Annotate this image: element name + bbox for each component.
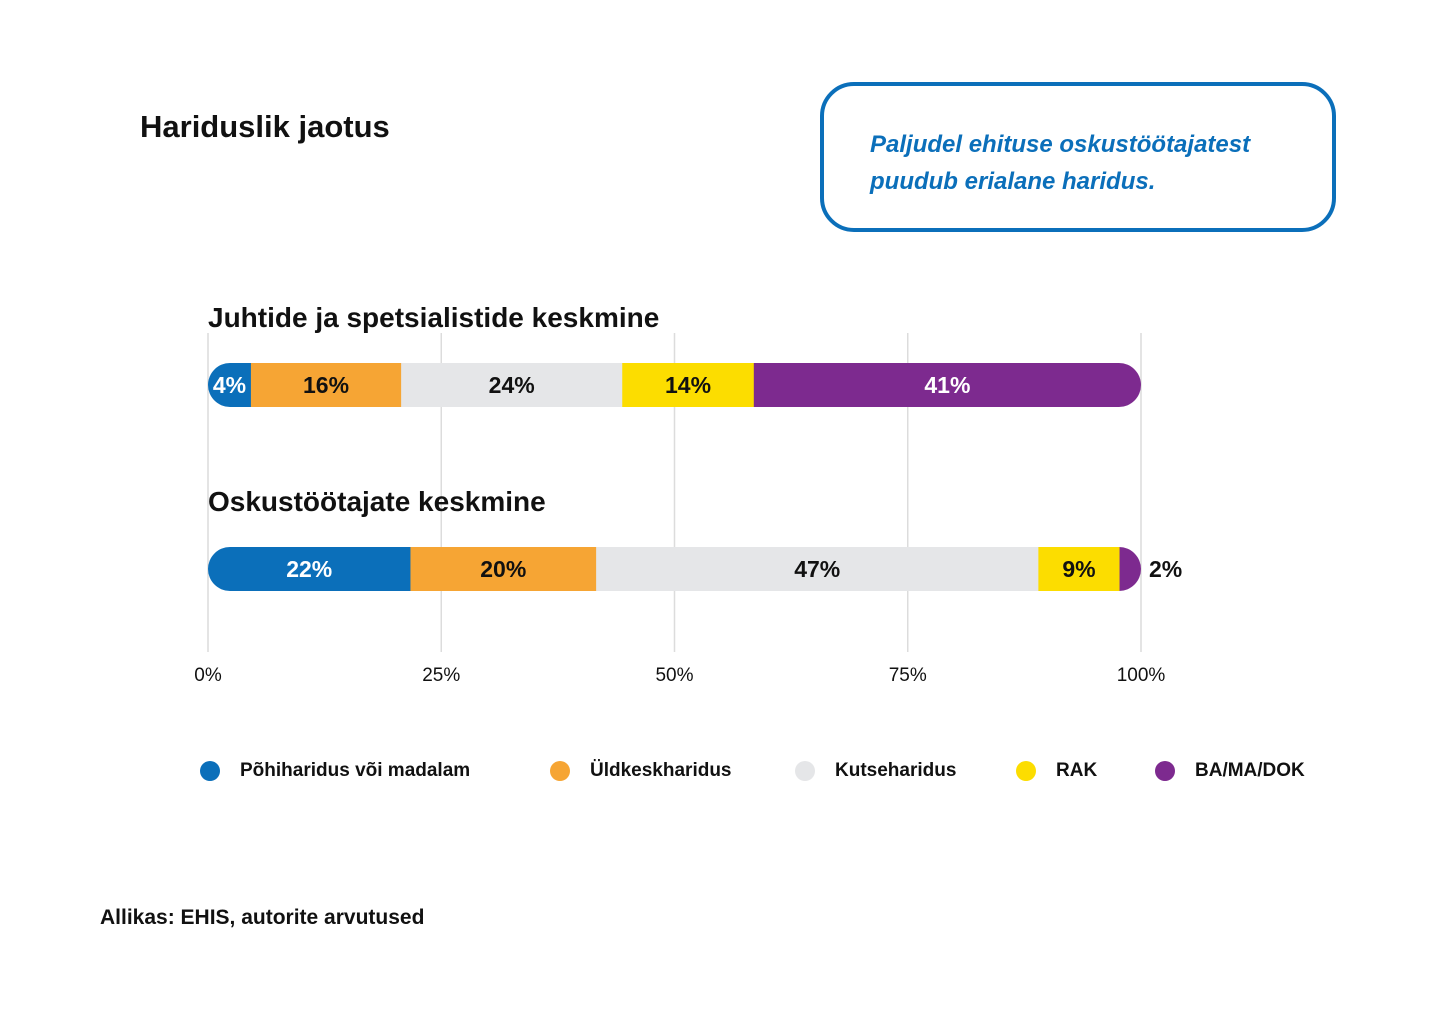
bar-segment (208, 547, 411, 591)
legend-label: Kutseharidus (835, 760, 957, 781)
legend: Põhiharidus või madalam Üldkeskharidus K… (200, 756, 1340, 786)
legend-item: BA/MA/DOK (1155, 756, 1305, 786)
legend-item: Üldkeskharidus (550, 756, 732, 786)
legend-label: RAK (1056, 760, 1098, 781)
bar-segment (753, 363, 1141, 407)
data-label: 20% (480, 556, 526, 582)
legend-dot (1155, 761, 1175, 781)
bar-segment (410, 547, 597, 591)
legend-item: Põhiharidus või madalam (200, 756, 470, 786)
category-label: Oskustöötajate keskmine (208, 486, 546, 517)
legend-dot (200, 761, 220, 781)
data-label: 9% (1062, 556, 1095, 582)
stacked-bar-chart: 0% 25% 50% 75% 100% Juhtide ja spetsialistide… (194, 302, 1182, 686)
bar-segment (596, 547, 1039, 591)
callout-text: Paljudel ehituse oskustöötajatest puudub… (870, 131, 1251, 195)
legend-label: Põhiharidus või madalam (240, 760, 471, 781)
bar-segment (401, 363, 623, 407)
data-label: 4% (213, 372, 246, 398)
x-tick-label: 50% (655, 665, 693, 686)
data-label: 2% (1149, 556, 1182, 582)
bar-segment (622, 363, 755, 407)
legend-item: RAK (1016, 756, 1097, 786)
data-label: 24% (489, 372, 535, 398)
data-label: 14% (665, 372, 711, 398)
legend-item: Kutseharidus (795, 756, 956, 786)
page-title: Hariduslik jaotus (140, 109, 390, 144)
data-label: 41% (924, 372, 970, 398)
bar-group (208, 363, 1141, 407)
bar-segment (1119, 547, 1141, 591)
bar-segment (208, 363, 252, 407)
data-label: 22% (286, 556, 332, 582)
legend-dot (1016, 761, 1036, 781)
source-note: Allikas: EHIS, autorite arvutused (100, 906, 425, 929)
bar-group (208, 547, 1141, 591)
bar-segment (250, 363, 402, 407)
legend-label: Üldkeskharidus (590, 760, 732, 781)
legend-dot (795, 761, 815, 781)
x-tick-label: 75% (889, 665, 927, 686)
callout-box: Paljudel ehituse oskustöötajatest puudub… (820, 82, 1336, 232)
bar-segment (1038, 547, 1121, 591)
legend-dot (550, 761, 570, 781)
data-label: 47% (794, 556, 840, 582)
x-tick-label: 0% (194, 665, 222, 686)
x-tick-label: 25% (422, 665, 460, 686)
category-label: Juhtide ja spetsialistide keskmine (208, 302, 659, 333)
legend-label: BA/MA/DOK (1195, 760, 1305, 781)
data-label: 16% (303, 372, 349, 398)
x-tick-label: 100% (1117, 665, 1166, 686)
